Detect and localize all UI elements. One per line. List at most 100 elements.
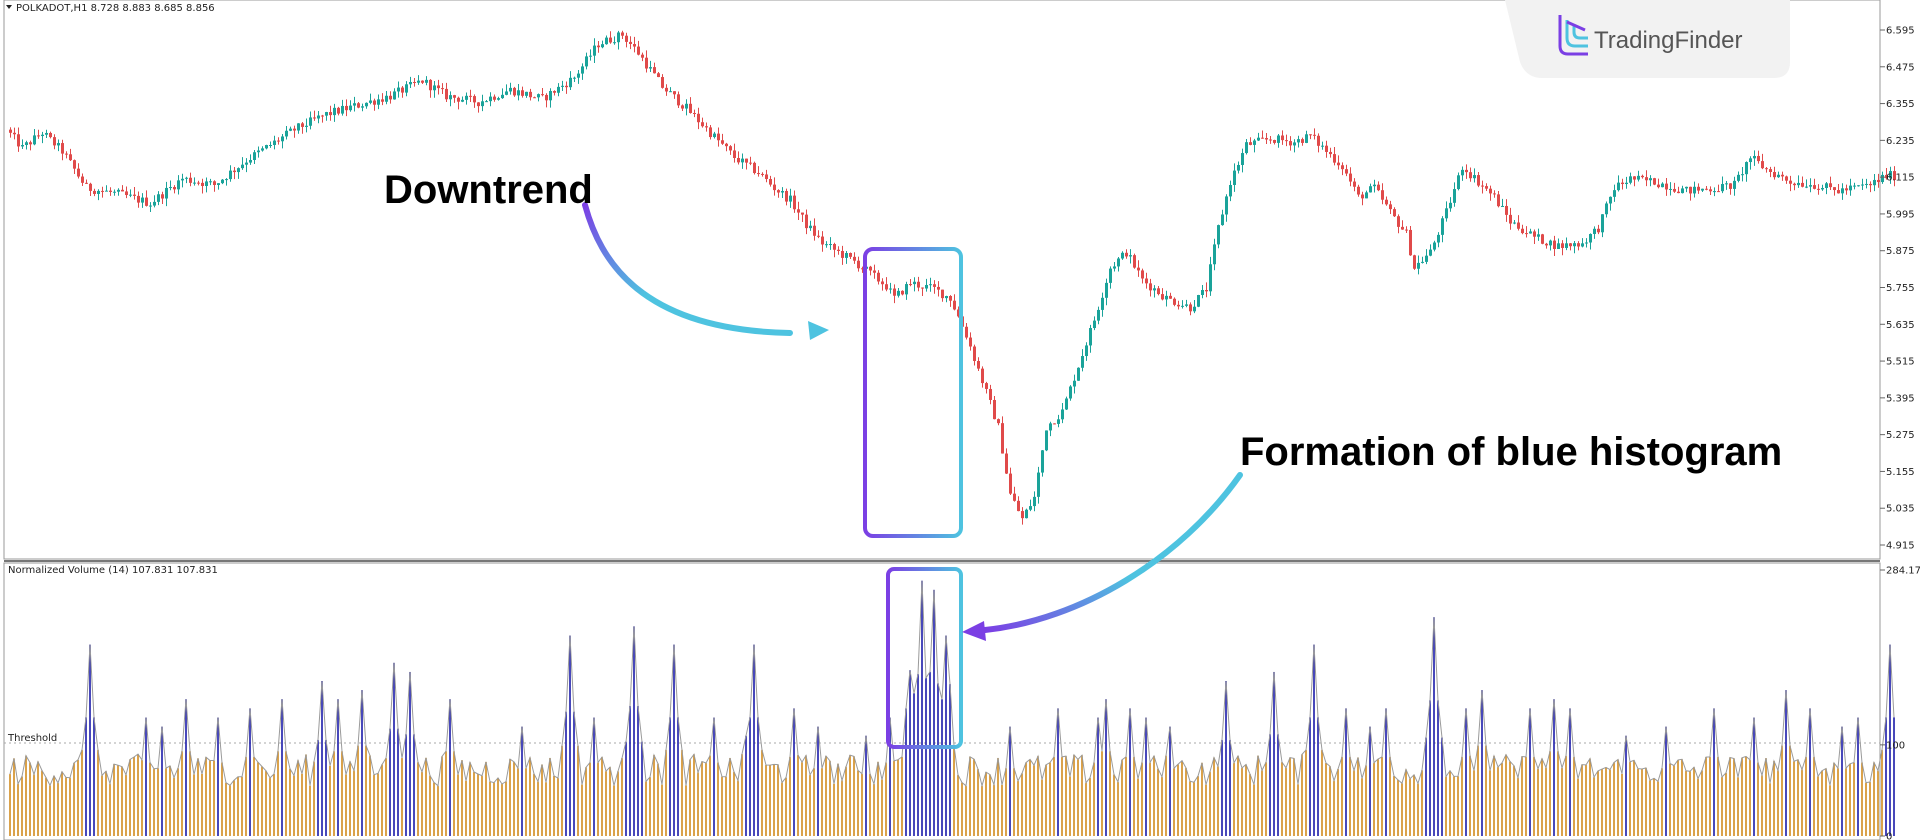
candle-body: [873, 270, 876, 273]
candle-body: [205, 181, 208, 187]
candle-body: [125, 191, 128, 196]
candle-body: [949, 296, 952, 301]
price-tick-label: 6.595: [1886, 26, 1915, 37]
candle-body: [313, 117, 316, 119]
candle-body: [665, 87, 668, 92]
candle-body: [1101, 297, 1104, 310]
candle-body: [1577, 243, 1580, 247]
candle-body: [1637, 175, 1640, 180]
candle-body: [1373, 184, 1376, 187]
candle-body: [1625, 182, 1628, 185]
candle-body: [1833, 187, 1836, 191]
candle-body: [1069, 386, 1072, 399]
candle-body: [141, 197, 144, 203]
candle-body: [1393, 209, 1396, 217]
price-tick-label: 5.995: [1886, 209, 1915, 220]
candle-body: [553, 91, 556, 93]
candle-body: [105, 190, 108, 192]
candle-body: [1761, 161, 1764, 169]
candle-body: [53, 137, 56, 146]
candle-body: [1189, 304, 1192, 312]
candle-body: [1061, 409, 1064, 420]
candle-body: [1121, 252, 1124, 259]
candle-body: [1077, 367, 1080, 381]
candle-body: [197, 182, 200, 184]
candle-body: [1181, 305, 1184, 307]
candle-body: [77, 168, 80, 177]
candle-body: [1425, 255, 1428, 262]
candle-body: [801, 212, 804, 215]
candle-body: [1593, 228, 1596, 234]
candle-body: [381, 99, 384, 102]
symbol-dropdown-icon[interactable]: [6, 5, 12, 9]
candle-body: [269, 145, 272, 147]
candle-body: [929, 284, 932, 286]
candle-body: [357, 103, 360, 108]
price-tick-label: 5.395: [1886, 393, 1915, 404]
candle-body: [573, 77, 576, 79]
candle-body: [145, 197, 148, 206]
candle-body: [1437, 234, 1440, 243]
candle-body: [1633, 176, 1636, 180]
candle-body: [953, 300, 956, 310]
formation-arrowhead: [962, 621, 986, 641]
candle-body: [465, 95, 468, 100]
candle-body: [625, 35, 628, 42]
candle-body: [1177, 304, 1180, 307]
candle-body: [1357, 186, 1360, 195]
candle-body: [1497, 194, 1500, 207]
candle-body: [685, 103, 688, 109]
candle-body: [645, 57, 648, 69]
candle-body: [1525, 233, 1528, 235]
price-tick-label: 6.235: [1886, 136, 1915, 147]
candle-body: [1397, 216, 1400, 227]
candle-body: [1221, 214, 1224, 226]
candle-body: [569, 77, 572, 88]
candle-body: [1053, 423, 1056, 425]
candle-body: [677, 94, 680, 106]
candle-body: [233, 170, 236, 173]
candle-body: [377, 99, 380, 105]
candle-body: [1033, 496, 1036, 507]
candle-body: [993, 399, 996, 420]
candle-body: [1169, 295, 1172, 299]
candle-body: [213, 181, 216, 186]
candle-body: [933, 284, 936, 287]
candle-body: [401, 87, 404, 93]
candle-body: [817, 235, 820, 237]
candle-body: [601, 44, 604, 48]
candle-body: [1769, 169, 1772, 172]
candle-body: [577, 73, 580, 78]
candle-body: [1693, 186, 1696, 194]
candle-body: [1161, 294, 1164, 300]
candle-body: [1349, 173, 1352, 182]
candle-body: [117, 189, 120, 192]
candle-body: [1881, 174, 1884, 183]
candle-body: [1781, 174, 1784, 177]
candle-body: [1521, 228, 1524, 234]
candle-body: [1005, 453, 1008, 474]
candle-body: [1093, 320, 1096, 329]
candle-body: [161, 194, 164, 199]
candle-body: [505, 91, 508, 95]
candle-body: [1685, 186, 1688, 189]
formation-arrow: [982, 472, 1243, 633]
candle-body: [1213, 244, 1216, 265]
candle-body: [29, 142, 32, 145]
candle-body: [1025, 509, 1028, 519]
candle-body: [913, 281, 916, 285]
candle-body: [821, 236, 824, 245]
candle-body: [1805, 186, 1808, 188]
candle-body: [765, 174, 768, 180]
downtrend-arrow: [582, 202, 793, 336]
candle-body: [1085, 345, 1088, 357]
candle-body: [297, 123, 300, 131]
candle-body: [1485, 186, 1488, 189]
candle-body: [1129, 255, 1132, 257]
candle-body: [261, 148, 264, 151]
candle-body: [481, 101, 484, 107]
candle-body: [1469, 172, 1472, 179]
candle-body: [1165, 295, 1168, 300]
candle-body: [713, 133, 716, 138]
candle-body: [805, 214, 808, 229]
